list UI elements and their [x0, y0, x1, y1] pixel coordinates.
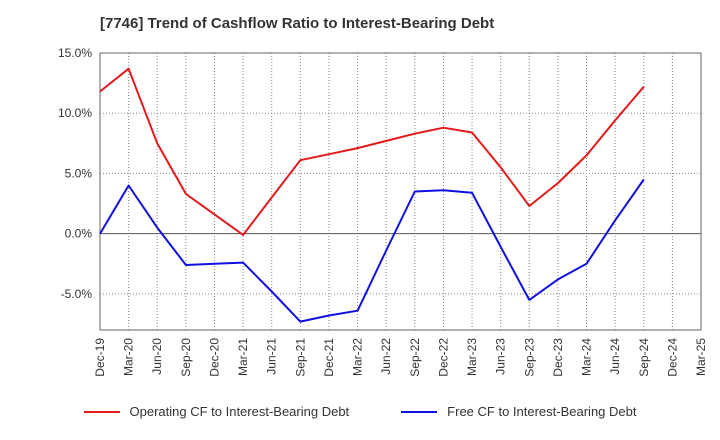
y-tick-label: 5.0%	[65, 166, 93, 180]
x-tick-label: Dec-22	[436, 338, 450, 377]
x-tick-label: Sep-22	[408, 338, 422, 377]
x-tick-label: Dec-19	[93, 338, 107, 377]
y-tick-label: 0.0%	[65, 227, 93, 241]
y-tick-label: 15.0%	[58, 46, 92, 60]
legend-swatch-operating-cf	[83, 410, 120, 413]
x-tick-label: Sep-20	[179, 338, 193, 377]
x-tick-label: Sep-23	[522, 338, 536, 377]
series-line-0	[99, 67, 645, 236]
x-tick-label: Dec-23	[551, 338, 565, 377]
x-tick-label: Mar-20	[122, 338, 136, 376]
legend-item-free-cf[interactable]: Free CF to Interest-Bearing Debt	[401, 404, 636, 419]
chart-title: [7746] Trend of Cashflow Ratio to Intere…	[100, 15, 495, 32]
legend-label-free-cf: Free CF to Interest-Bearing Debt	[447, 404, 637, 419]
x-tick-label: Dec-20	[207, 338, 221, 377]
legend-swatch-free-cf	[401, 410, 438, 413]
x-tick-label: Mar-22	[351, 338, 365, 376]
x-tick-label: Mar-24	[580, 338, 594, 376]
x-tick-label: Mar-25	[694, 338, 708, 376]
x-tick-label: Jun-22	[379, 338, 393, 375]
x-tick-label: Jun-23	[494, 338, 508, 375]
x-tick-label: Sep-24	[637, 338, 651, 377]
x-tick-label: Mar-21	[236, 338, 250, 376]
chart-legend: Operating CF to Interest-Bearing Debt Fr…	[0, 404, 720, 419]
series-line-1	[99, 178, 645, 323]
y-tick-label: 10.0%	[58, 106, 92, 120]
x-tick-label: Sep-21	[293, 338, 307, 377]
x-tick-label: Mar-23	[465, 338, 479, 376]
x-tick-label: Jun-24	[608, 338, 622, 375]
x-tick-label: Jun-21	[265, 338, 279, 375]
x-tick-label: Dec-24	[665, 338, 679, 377]
x-tick-label: Dec-21	[322, 338, 336, 377]
plot-area-border	[99, 52, 702, 331]
legend-label-operating-cf: Operating CF to Interest-Bearing Debt	[129, 404, 350, 419]
legend-item-operating-cf[interactable]: Operating CF to Interest-Bearing Debt	[83, 404, 350, 419]
y-tick-label: -5.0%	[61, 287, 93, 301]
x-tick-label: Jun-20	[150, 338, 164, 375]
